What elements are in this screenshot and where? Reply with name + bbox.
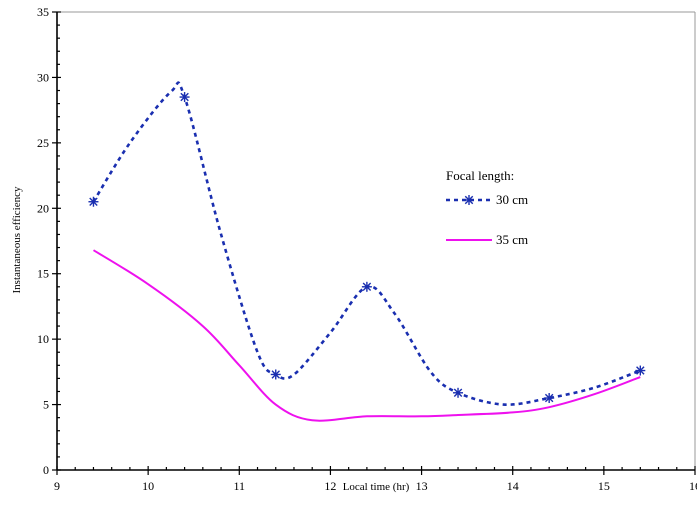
x-tick-label: 13 xyxy=(416,479,428,493)
series-line-1 xyxy=(92,81,641,406)
y-tick-label: 35 xyxy=(37,5,49,19)
x-tick-label: 11 xyxy=(234,479,246,493)
y-tick-label: 25 xyxy=(37,136,49,150)
y-tick-label: 5 xyxy=(43,398,49,412)
legend-marker xyxy=(464,195,474,205)
x-tick-label: 12 xyxy=(324,479,336,493)
data-point-marker xyxy=(635,365,646,376)
legend-label-1: 30 cm xyxy=(496,192,528,207)
y-axis-title: Instantaneous efficiency xyxy=(11,186,23,294)
series-line-2 xyxy=(92,249,641,422)
y-tick-label: 15 xyxy=(37,267,49,281)
y-tick-label: 10 xyxy=(37,332,49,346)
x-tick-label: 9 xyxy=(54,479,60,493)
y-tick-label: 30 xyxy=(37,70,49,84)
data-point-marker xyxy=(453,387,464,398)
legend-label-2: 35 cm xyxy=(496,232,528,247)
x-tick-label: 16 xyxy=(689,479,697,493)
x-tick-label: 10 xyxy=(142,479,154,493)
data-point-marker xyxy=(270,369,281,380)
data-point-marker xyxy=(544,393,555,404)
data-point-marker xyxy=(179,92,190,103)
data-point-marker xyxy=(361,281,372,292)
x-tick-label: 14 xyxy=(507,479,519,493)
legend-title: Focal length: xyxy=(446,168,514,183)
x-axis-title: Local time (hr) xyxy=(343,481,410,493)
x-tick-label: 15 xyxy=(598,479,610,493)
y-tick-label: 20 xyxy=(37,201,49,215)
y-tick-label: 0 xyxy=(43,463,49,477)
data-point-marker xyxy=(88,196,99,207)
